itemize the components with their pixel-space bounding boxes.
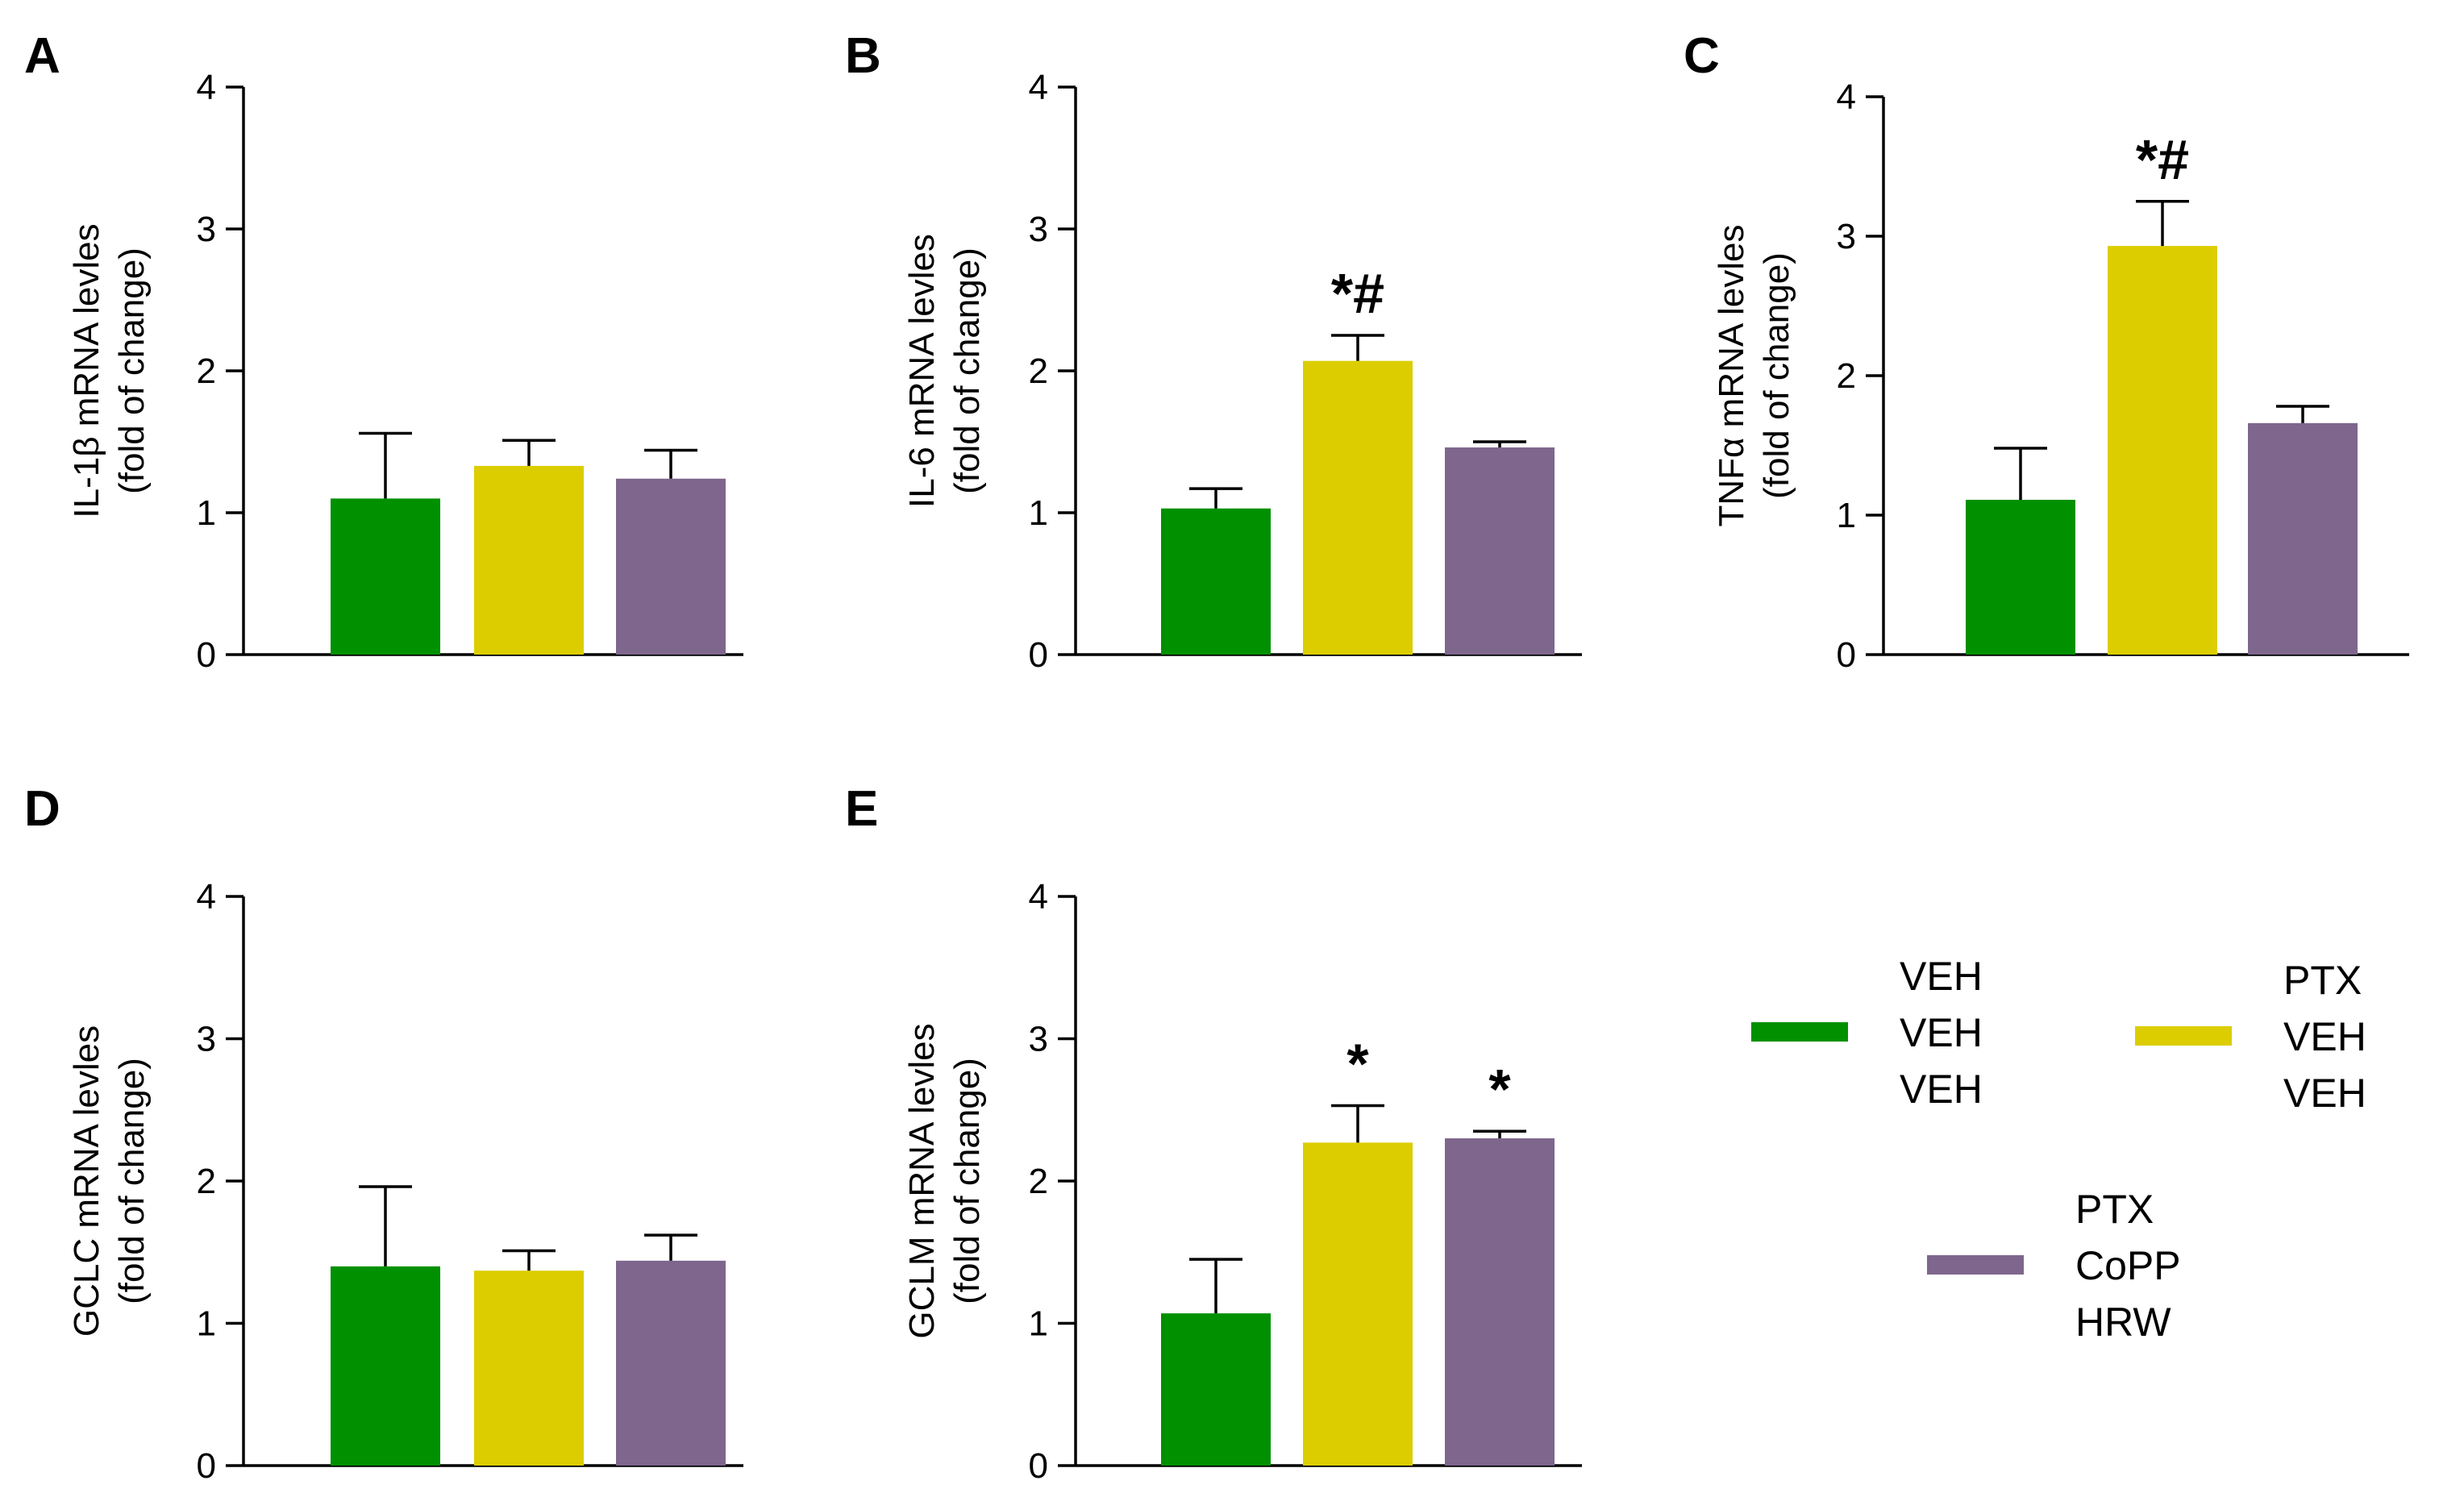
legend-entry-ptx: PTX VEH VEH xyxy=(2135,958,2366,1116)
significance-annotation: * xyxy=(1488,1058,1511,1121)
y-tick-label: 4 xyxy=(1029,877,1048,917)
legend-label: VEH xyxy=(1900,954,1983,999)
bar-copp xyxy=(1445,1138,1555,1466)
chart-panel-d: D GCLC mRNA levles (fold of change) 0 1 2 3 4 xyxy=(24,781,743,1486)
significance-annotation: *# xyxy=(1331,262,1384,325)
bar-ptx xyxy=(1303,1142,1413,1466)
legend-label: VEH xyxy=(1900,1067,1983,1112)
y-axis-sublabel: (fold of change) xyxy=(947,1058,987,1304)
y-tick-label: 0 xyxy=(1029,635,1048,675)
panel-letter: B xyxy=(845,28,881,84)
y-tick-label: 1 xyxy=(1837,496,1856,535)
legend-swatch-ptx xyxy=(2135,1026,2232,1046)
bar-ptx xyxy=(2108,246,2217,655)
legend-label: HRW xyxy=(2075,1300,2171,1345)
y-tick-label: 4 xyxy=(1029,68,1048,107)
y-tick-label: 0 xyxy=(197,1446,216,1486)
bar-veh xyxy=(1161,1313,1271,1466)
y-tick-label: 3 xyxy=(197,1020,216,1059)
panel-letter: E xyxy=(845,781,878,837)
y-axis-label: TNFα mRNA levles xyxy=(1712,224,1751,526)
y-axis-label: IL-6 mRNA levles xyxy=(902,234,942,508)
bar-ptx xyxy=(1303,360,1413,655)
legend-swatch-veh xyxy=(1751,1022,1848,1042)
legend-label: VEH xyxy=(1900,1010,1983,1055)
bar-veh xyxy=(1966,499,2075,655)
y-tick-label: 3 xyxy=(1837,217,1856,256)
y-axis-label: GCLM mRNA levles xyxy=(902,1023,942,1338)
y-tick-label: 2 xyxy=(197,351,216,391)
legend-label: CoPP xyxy=(2075,1243,2181,1288)
chart-panel-e: E GCLM mRNA levles (fold of change) 0 1 2 3 4 * * xyxy=(845,781,1582,1486)
legend-label: PTX xyxy=(2283,958,2362,1003)
y-tick-label: 4 xyxy=(197,877,216,917)
chart-panel-b: B IL-6 mRNA levles (fold of change) 0 1 2 3 4 *# xyxy=(845,28,1582,675)
y-axis-sublabel: (fold of change) xyxy=(947,247,987,494)
y-tick-label: 0 xyxy=(1029,1446,1048,1486)
legend-entry-veh: VEH VEH VEH xyxy=(1751,954,1983,1112)
bar-veh xyxy=(331,1266,440,1466)
y-tick-label: 3 xyxy=(197,210,216,249)
bar-copp xyxy=(1445,447,1555,655)
y-tick-label: 2 xyxy=(197,1162,216,1201)
y-tick-label: 4 xyxy=(197,68,216,107)
y-tick-label: 2 xyxy=(1837,356,1856,396)
y-axis-sublabel: (fold of change) xyxy=(1757,252,1796,499)
y-tick-label: 3 xyxy=(1029,210,1048,249)
y-tick-label: 2 xyxy=(1029,1162,1048,1201)
significance-annotation: *# xyxy=(2136,128,2189,191)
chart-panel-c: C TNFα mRNA levles (fold of change) 0 1 2 3 4 *# xyxy=(1684,28,2409,675)
panel-letter: A xyxy=(24,28,60,84)
legend-swatch-copp xyxy=(1927,1255,2024,1275)
legend-label: PTX xyxy=(2075,1187,2154,1232)
y-tick-label: 1 xyxy=(197,493,216,533)
y-tick-label: 1 xyxy=(1029,1304,1048,1344)
y-tick-label: 0 xyxy=(1837,635,1856,675)
bar-copp xyxy=(2248,422,2358,655)
y-tick-label: 4 xyxy=(1837,77,1856,117)
chart-panel-a: A IL-1β mRNA levles (fold of change) 0 1 2 3 4 xyxy=(24,28,743,675)
y-tick-label: 1 xyxy=(197,1304,216,1344)
legend-entry-copp: PTX CoPP HRW xyxy=(1927,1187,2181,1345)
bar-veh xyxy=(331,498,440,655)
y-axis-label: IL-1β mRNA levles xyxy=(67,223,106,518)
panel-letter: C xyxy=(1684,28,1720,84)
y-axis-label: GCLC mRNA levles xyxy=(67,1025,106,1337)
y-axis-sublabel: (fold of change) xyxy=(112,247,152,494)
y-tick-label: 1 xyxy=(1029,493,1048,533)
y-tick-label: 2 xyxy=(1029,351,1048,391)
legend-label: VEH xyxy=(2283,1014,2366,1059)
bar-veh xyxy=(1161,508,1271,655)
bar-copp xyxy=(616,478,726,655)
legend-label: VEH xyxy=(2283,1071,2366,1116)
legend: VEH VEH VEH PTX VEH VEH PTX CoPP HRW xyxy=(1751,954,2366,1345)
bar-copp xyxy=(616,1260,726,1466)
significance-annotation: * xyxy=(1346,1032,1369,1095)
y-tick-label: 0 xyxy=(197,635,216,675)
bar-ptx xyxy=(474,1271,584,1466)
panel-letter: D xyxy=(24,781,60,837)
y-tick-label: 3 xyxy=(1029,1020,1048,1059)
y-axis-sublabel: (fold of change) xyxy=(112,1058,152,1304)
bar-ptx xyxy=(474,465,584,655)
